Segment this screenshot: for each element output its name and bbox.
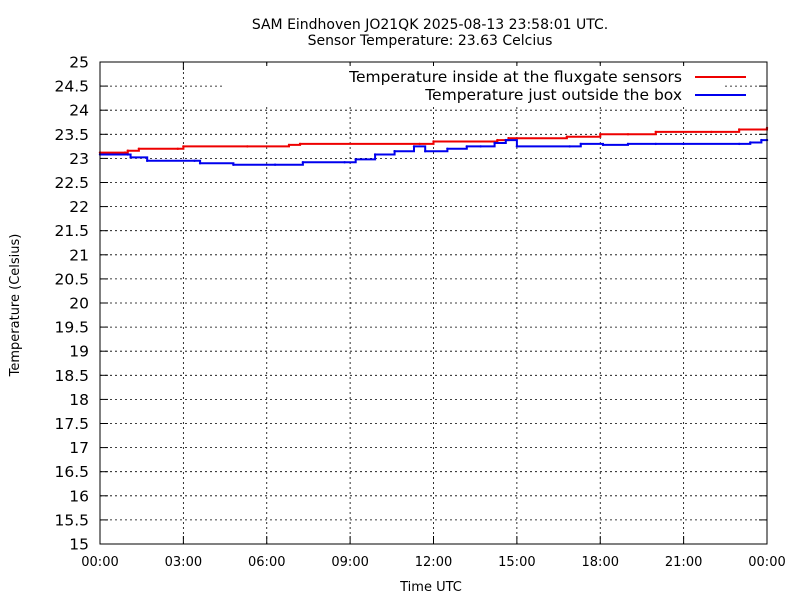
y-axis-label: Temperature (Celsius) [8, 234, 23, 378]
y-tick-label: 20 [69, 295, 89, 313]
y-tick-label: 15.5 [54, 511, 89, 529]
series-0-point [565, 135, 569, 138]
series-0-point [182, 145, 185, 148]
series-1-point [193, 159, 196, 162]
y-tick-label: 22 [69, 198, 89, 216]
series-1-point [198, 162, 202, 165]
series-1-point [682, 142, 685, 146]
y-tick-label: 19 [69, 343, 89, 361]
series-0-point [432, 140, 435, 143]
y-tick-label: 19.5 [54, 319, 89, 337]
series-1-point [129, 156, 132, 159]
x-tick-label: 12:00 [415, 555, 452, 570]
series-1-point [601, 143, 605, 147]
y-tick-label: 23 [69, 150, 89, 168]
series-1-point [749, 141, 752, 144]
series-1-point [343, 161, 346, 164]
series-0-point [126, 149, 129, 152]
grid [100, 62, 767, 544]
x-tick-label: 18:00 [582, 555, 619, 570]
series-0-point [496, 138, 499, 142]
series-1-point [424, 150, 427, 153]
y-tick-label: 18 [69, 391, 89, 409]
y-tick-label: 23.5 [54, 126, 89, 144]
series-1-point [273, 163, 277, 166]
series-1-point [126, 153, 129, 156]
series-1-point [654, 142, 657, 146]
x-tick-label: 21:00 [665, 555, 702, 570]
series-1-point [354, 158, 357, 161]
y-tick-label: 22.5 [54, 174, 89, 192]
series-1-point [504, 138, 507, 142]
series-1-point [465, 145, 468, 148]
series-1-point [579, 142, 582, 146]
series-1-point [493, 141, 496, 145]
series-0-point [298, 142, 302, 146]
series-0-point [507, 137, 510, 140]
y-tick-label: 16 [69, 487, 89, 505]
series-0-point [710, 130, 713, 134]
y-tick-label: 24 [69, 102, 89, 120]
x-axis-label: Time UTC [399, 580, 462, 595]
series-0-point [246, 145, 249, 148]
series-1-point [301, 161, 305, 164]
series-0-point [738, 128, 741, 131]
series-0-point [137, 147, 141, 150]
series-0-point [123, 151, 127, 154]
y-tick-label: 21 [69, 246, 89, 264]
x-tick-label: 09:00 [331, 555, 368, 570]
x-tick-label: 00:00 [748, 555, 785, 570]
legend-background [222, 66, 722, 106]
series-1-point [760, 138, 763, 142]
x-tick-label: 03:00 [165, 555, 202, 570]
y-tick-label: 25 [69, 54, 89, 72]
y-tick-label: 21.5 [54, 222, 89, 240]
series-1-point [393, 150, 396, 153]
plot-border [99, 61, 768, 545]
series-1-point [626, 142, 630, 146]
series-1-point [515, 145, 519, 148]
series-1-point [568, 145, 571, 148]
y-tick-label: 15 [69, 536, 89, 554]
y-tick-label: 17.5 [54, 415, 89, 433]
x-tick-label: 15:00 [498, 555, 535, 570]
series-1-point [373, 153, 377, 156]
series-1-point [446, 147, 449, 150]
series-1-point [232, 163, 235, 166]
legend: Temperature inside at the fluxgate senso… [222, 66, 746, 106]
series-0-point [176, 147, 179, 150]
x-tick-label: 06:00 [248, 555, 285, 570]
series-0-point [654, 130, 657, 134]
chart-title: SAM Eindhoven JO21QK 2025-08-13 23:58:01… [252, 17, 608, 33]
series-1-point [412, 145, 416, 148]
series-0-point [287, 143, 291, 147]
series-0-point [626, 133, 630, 136]
y-tick-label: 16.5 [54, 463, 89, 481]
series-layer [98, 126, 769, 166]
chart-subtitle: Sensor Temperature: 23.63 Celcius [308, 33, 553, 49]
series-1-point [738, 142, 741, 146]
y-tick-label: 18.5 [54, 367, 89, 385]
series-1-point [146, 159, 149, 162]
legend-label-inside: Temperature inside at the fluxgate senso… [348, 68, 682, 86]
y-tick-label: 17 [69, 439, 89, 457]
series-0-point [418, 142, 421, 146]
y-tick-label: 20.5 [54, 270, 89, 288]
series-1-point [479, 145, 482, 148]
y-tick-label: 24.5 [54, 78, 89, 96]
legend-label-outside: Temperature just outside the box [424, 86, 682, 104]
ticks: 15 15.5 16 16.5 17 17.5 18 18.5 19 19.5 20 20.5 21 21… [54, 54, 785, 571]
x-tick-label: 00:00 [81, 555, 118, 570]
series-0-point [599, 133, 602, 136]
